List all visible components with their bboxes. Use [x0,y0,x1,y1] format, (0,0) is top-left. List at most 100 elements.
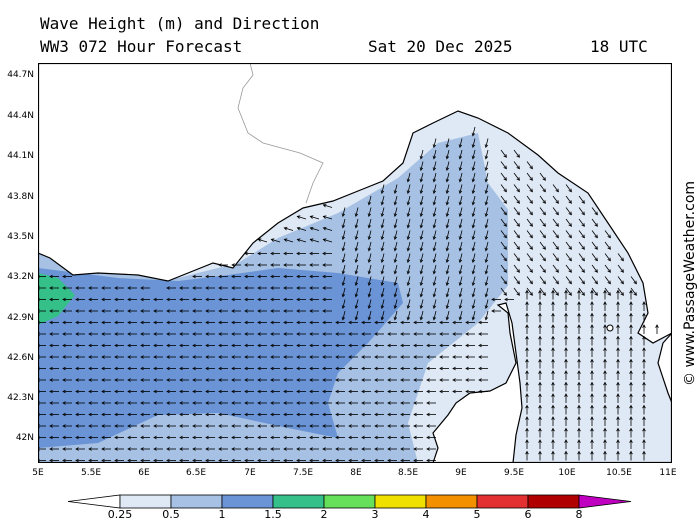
wave-arrow-head [101,389,105,394]
wave-arrow-head [192,458,196,463]
wave-arrow-head [270,355,274,359]
wave-arrow-head [564,450,568,455]
wave-arrow-head [367,247,372,252]
wave-arrow [420,310,424,320]
wave-arrow-head [270,389,274,394]
wave-arrow [526,241,533,250]
colorbar-cell [425,494,478,509]
wave-arrow-head [244,332,248,336]
wave-arrow-head [374,320,378,325]
wave-arrow-head [525,370,529,374]
wave-arrow-head [192,378,196,382]
wave-arrow [420,218,424,228]
wave-arrow-head [244,355,248,359]
wave-arrow-head [380,201,385,206]
wave-arrow-head [354,224,359,229]
wave-arrow-head [419,201,424,206]
wave-arrow-head [484,144,489,149]
wave-arrow-head [542,211,546,216]
wave-arrow-head [406,259,411,264]
wave-arrow-head [257,320,261,325]
wave-arrow-head [341,293,346,298]
wave-arrow-head [529,257,533,262]
wave-arrow [368,264,372,274]
wave-arrow-head [400,401,404,405]
wave-arrow-head [49,447,53,451]
wave-arrow [578,218,585,227]
wave-arrow-head [419,224,424,229]
wave-arrow [552,241,559,250]
wave-arrow [381,184,385,194]
wave-arrow-head [471,282,476,287]
wave-arrow-head [367,224,372,229]
wave-arrow [459,276,463,286]
wave-arrow-head [296,458,300,463]
wave-arrow-head [564,427,568,432]
wave-arrow-head [341,259,346,264]
wave-arrow [368,253,372,263]
wave-arrow [342,310,346,320]
wave-arrow [513,218,520,227]
wave-arrow [433,253,437,263]
wave-arrow-head [348,366,352,371]
map-title: Wave Height (m) and Direction [40,14,320,33]
wave-arrow-head [114,378,118,382]
wave-arrow-head [555,269,559,273]
wave-arrow-head [555,257,559,262]
wave-arrow [472,276,476,286]
wave-arrow-head [296,238,301,242]
wave-arrow-head [439,320,443,325]
wave-arrow-head [153,332,157,336]
wave-arrow-head [655,324,659,328]
wave-arrow [485,276,489,286]
wave-arrow-head [244,297,248,302]
wave-arrow-head [577,370,581,374]
wave-arrow-head [387,389,391,394]
wave-arrow-head [75,389,79,394]
wave-arrow-head [192,447,196,451]
wave-arrow-head [309,263,313,267]
wave-arrow-head [445,270,450,275]
wave-arrow [500,172,507,181]
wave-arrow [578,230,585,238]
wave-arrow-head [387,320,391,325]
wave-arrow-head [538,324,542,328]
wave-arrow [513,287,520,296]
wave-arrow-head [75,297,79,302]
wave-arrow-head [322,424,326,428]
wave-arrow-head [257,297,261,302]
wave-arrow-head [49,309,53,313]
wave-arrow [578,241,585,250]
wave-arrow-head [458,316,463,321]
wave-arrow-head [361,320,365,325]
wave-arrow [630,276,637,284]
colorbar-tick: 1 [218,508,226,521]
wave-arrow-head [564,439,568,443]
wave-arrow-head [603,358,607,363]
wave-arrow-head [590,404,594,409]
wave-arrow-head [432,213,437,218]
wave-arrow-head [354,282,359,287]
wave-arrow-head [406,282,411,287]
wave-arrow-head [393,282,398,287]
wave-arrow-head [542,223,546,227]
wave-arrow-head [581,257,585,262]
wave-arrow [420,172,424,182]
wave-arrow-head [309,447,313,451]
wave-arrow-head [205,286,209,290]
wave-arrow-head [62,309,66,313]
wave-arrow-head [341,305,346,310]
wave-arrow-head [309,215,314,219]
wave-arrow-head [590,416,594,420]
wave-arrow-head [348,378,352,382]
wave-arrow-head [419,247,424,252]
wave-arrow-head [439,332,443,336]
wave-arrow-head [529,165,533,170]
wave-arrow [433,161,437,171]
wave-arrow-head [484,293,489,298]
wave-arrow-head [140,320,144,325]
wave-arrow-head [419,178,424,183]
wave-arrow-head [516,269,520,273]
wave-arrow-head [551,393,555,397]
wave-arrow [539,276,546,284]
